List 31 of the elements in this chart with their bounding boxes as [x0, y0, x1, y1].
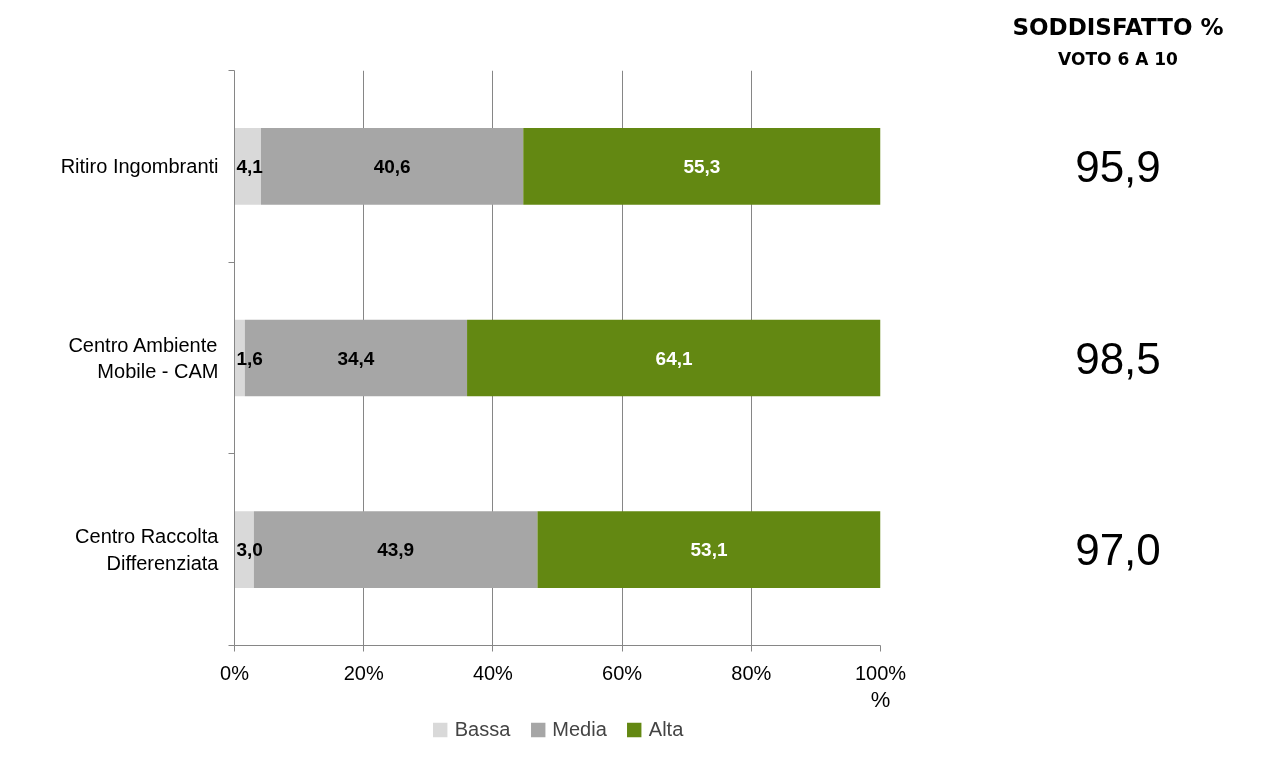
text: 97,0 [1075, 525, 1161, 575]
data-label: 53,1 [690, 539, 728, 561]
data-label: 1,6 [236, 347, 263, 369]
text: 95,9 [1075, 141, 1161, 191]
x-tick-label: 60% [602, 661, 643, 684]
text: VOTO 6 A 10 [1058, 48, 1179, 69]
y-tick-label: Centro Ambiente Mobile - CAM [68, 333, 219, 383]
x-axis-title: % [870, 686, 891, 712]
x-tick-label: 0% [220, 661, 250, 684]
bar [467, 319, 881, 397]
bar [523, 128, 881, 205]
x-tick-label: 80% [731, 661, 772, 684]
data-label: 4,1 [236, 155, 264, 177]
data-label: 55,3 [683, 155, 721, 177]
data-label: 34,4 [337, 347, 375, 369]
y-tick-label: Centro Raccolta Differenziata [75, 525, 220, 574]
data-label: 40,6 [373, 155, 411, 177]
y-tick-label: Ritiro Ingombranti [60, 155, 219, 178]
legend-label: Alta [648, 717, 684, 741]
legend-label: Bassa [454, 717, 511, 741]
text: SODDISFATTO % [1012, 13, 1224, 40]
bar [537, 511, 881, 588]
text: 98,5 [1075, 333, 1161, 383]
x-tick-label: 40% [472, 661, 514, 684]
x-tick-label: 20% [343, 661, 384, 684]
bar [234, 128, 261, 205]
legend-label: Media [552, 717, 607, 741]
x-tick-label: 100% [854, 661, 907, 684]
data-label: 43,9 [377, 539, 415, 561]
data-label: 3,0 [236, 539, 263, 561]
data-label: 64,1 [655, 347, 694, 369]
